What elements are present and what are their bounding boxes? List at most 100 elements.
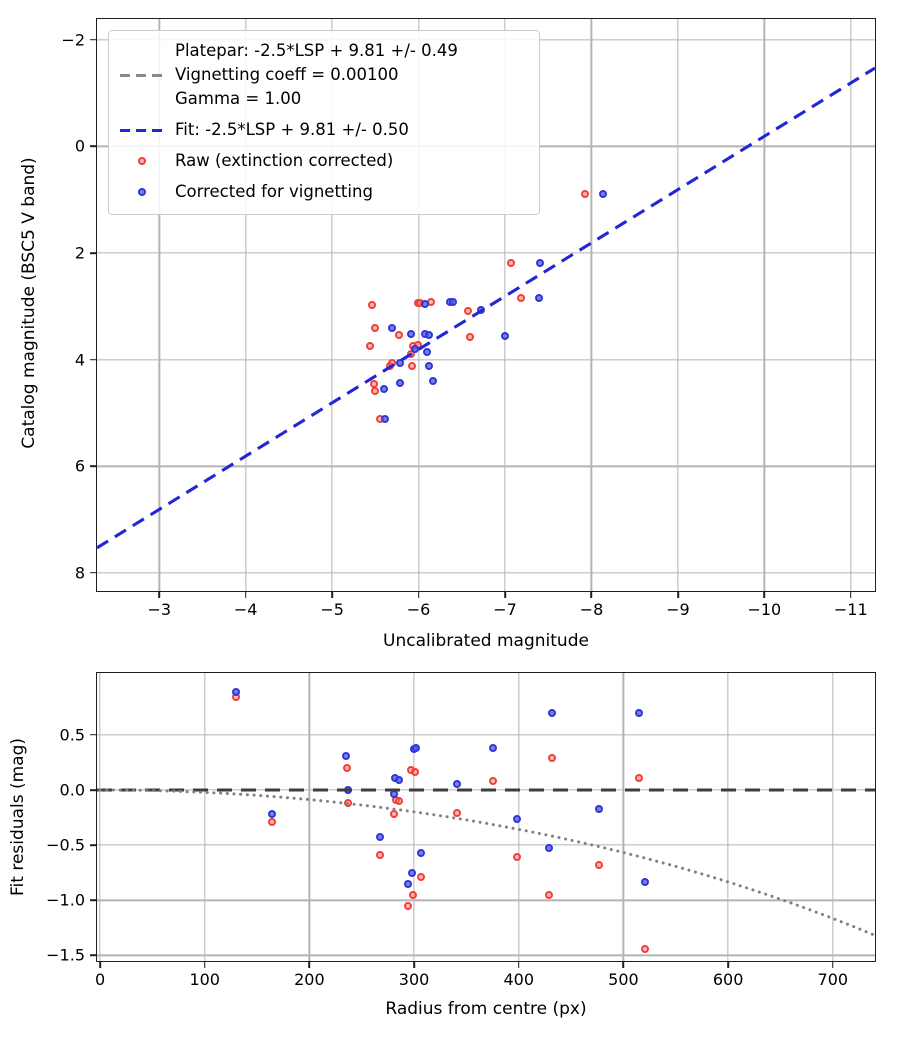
x-tick-label: 500 (608, 970, 639, 989)
data-point-raw (512, 853, 521, 862)
x-tick (504, 591, 506, 598)
data-point-corrected (423, 348, 432, 357)
data-point-raw (488, 777, 497, 786)
bottom-plot-lines-layer (97, 788, 877, 937)
data-point-raw (641, 944, 650, 953)
y-tick (90, 789, 97, 791)
data-point-raw (375, 851, 384, 860)
y-tick-label: 0 (74, 136, 85, 156)
data-point-raw (390, 810, 399, 819)
y-tick (90, 899, 97, 902)
gridline (97, 844, 875, 846)
gridline (97, 572, 875, 574)
x-tick-label: 300 (398, 970, 430, 989)
legend-row-raw: Raw (extinction corrected) (109, 149, 529, 173)
x-tick (417, 591, 420, 598)
fit-dashed-line-sample (119, 128, 165, 132)
y-tick-label: −1.0 (46, 890, 85, 910)
data-point-corrected (406, 329, 415, 338)
x-tick (832, 961, 834, 968)
legend-sample-cell (109, 128, 175, 132)
data-point-raw (371, 387, 380, 396)
bottom-yaxis-label: Fit residuals (mag) (8, 738, 28, 896)
y-tick (90, 38, 97, 41)
data-point-corrected (379, 384, 388, 393)
data-point-corrected (232, 687, 241, 696)
data-point-corrected (395, 358, 404, 367)
legend-platepar-line1: Platepar: -2.5*LSP + 9.81 +/- 0.49 (175, 41, 458, 60)
data-point-corrected (417, 848, 426, 857)
x-tick (413, 961, 415, 968)
data-point-corrected (641, 877, 650, 886)
x-tick (331, 591, 333, 598)
legend-platepar-line2: Vignetting coeff = 0.00100 (175, 65, 399, 84)
gridline (97, 789, 875, 791)
data-point-corrected (595, 804, 604, 813)
x-tick-label: −7 (493, 600, 517, 619)
data-point-corrected (344, 785, 353, 794)
data-point-corrected (412, 744, 421, 753)
data-point-raw (548, 753, 557, 762)
y-tick (90, 252, 97, 254)
legend-platepar-text: Platepar: -2.5*LSP + 9.81 +/- 0.49 Vigne… (175, 39, 458, 111)
gridline (850, 19, 852, 591)
data-point-corrected (449, 297, 458, 306)
gridline (763, 19, 765, 591)
gridline (308, 673, 311, 961)
data-point-raw (516, 294, 525, 303)
top-xaxis-label: Uncalibrated magnitude (383, 631, 589, 651)
x-tick-label: 400 (503, 970, 535, 989)
x-tick-label: 700 (817, 970, 849, 989)
data-point-corrected (424, 362, 433, 371)
data-point-raw (411, 768, 420, 777)
gridline (97, 252, 875, 254)
x-tick (158, 591, 161, 598)
data-point-corrected (375, 833, 384, 842)
data-point-corrected (453, 780, 461, 789)
data-point-corrected (411, 344, 420, 353)
x-tick (677, 591, 679, 598)
x-tick-label: −3 (147, 600, 172, 619)
gridline (204, 673, 206, 961)
y-tick (90, 954, 97, 957)
legend-sample-cell (109, 188, 175, 196)
y-tick (90, 572, 97, 574)
data-point-raw (407, 361, 416, 370)
gridline (97, 954, 875, 957)
vignetting-model-curve (98, 788, 877, 937)
legend-row-platepar: Platepar: -2.5*LSP + 9.81 +/- 0.49 Vigne… (109, 39, 529, 111)
data-point-raw (409, 890, 418, 899)
x-tick (517, 961, 520, 968)
y-tick-label: −0.5 (46, 835, 85, 855)
data-point-raw (403, 901, 412, 910)
data-point-raw (453, 809, 461, 818)
data-point-corrected (534, 294, 543, 303)
data-point-corrected (420, 299, 429, 308)
data-point-corrected (424, 330, 433, 339)
x-tick-label: −9 (666, 600, 690, 619)
data-point-corrected (598, 190, 607, 199)
data-point-raw (367, 300, 376, 309)
bottom-xaxis-label: Radius from centre (px) (385, 999, 587, 1019)
y-tick (90, 358, 97, 361)
gridline (832, 673, 834, 961)
data-point-raw (343, 763, 352, 772)
data-point-raw (581, 190, 590, 199)
data-point-raw (465, 333, 474, 342)
legend-sample-cell (109, 73, 175, 77)
x-tick (99, 961, 101, 968)
gridline (99, 673, 101, 961)
x-tick-label: −4 (233, 600, 258, 619)
gridline (622, 673, 625, 961)
legend-corrected-label: Corrected for vignetting (175, 182, 373, 201)
data-point-corrected (395, 776, 404, 785)
data-point-raw (395, 796, 404, 805)
data-point-corrected (380, 415, 389, 424)
gridline (97, 734, 875, 736)
data-point-raw (507, 259, 516, 268)
x-tick-label: 200 (294, 970, 325, 989)
data-point-raw (635, 773, 644, 782)
x-tick-label: −6 (406, 600, 431, 619)
data-point-raw (394, 330, 403, 339)
gridline (97, 465, 875, 467)
